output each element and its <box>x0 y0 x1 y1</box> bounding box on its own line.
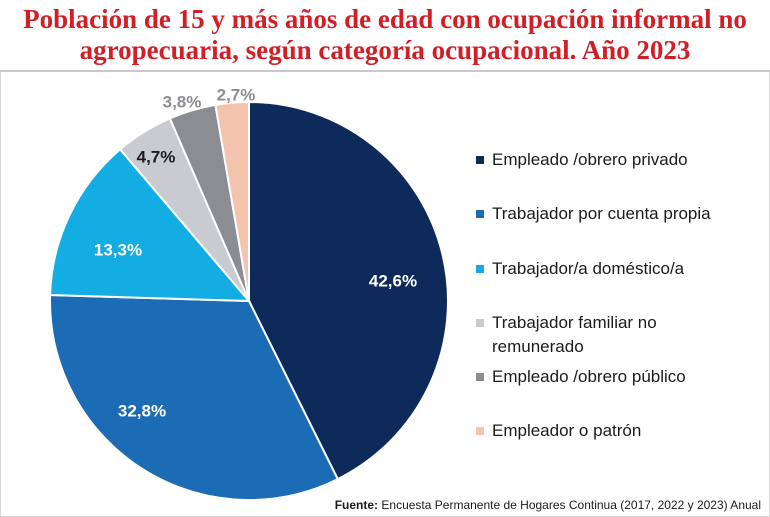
legend-label-5: Empleado /obrero público <box>492 367 686 386</box>
data-label-4: 4,7% <box>137 147 176 166</box>
legend-swatch-3 <box>476 265 484 273</box>
legend-swatch-6 <box>476 427 484 435</box>
legend-label-1: Empleado /obrero privado <box>492 150 688 169</box>
source-note: Fuente: Encuesta Permanente de Hogares C… <box>335 498 761 512</box>
legend-swatch-5 <box>476 373 484 381</box>
legend-item-4: Trabajador familiar no remunerado <box>476 311 756 359</box>
legend-item-3: Trabajador/a doméstico/a <box>476 257 756 281</box>
pie-slice-1 <box>248 100 449 481</box>
legend-item-6: Empleador o patrón <box>476 419 756 443</box>
source-text: Encuesta Permanente de Hogares Continua … <box>381 498 761 512</box>
legend-label-2: Trabajador por cuenta propia <box>492 204 711 223</box>
legend-item-5: Empleado /obrero público <box>476 365 756 389</box>
data-label-6: 2,7% <box>217 85 256 104</box>
legend-item-1: Empleado /obrero privado <box>476 148 756 172</box>
data-label-5: 3,8% <box>163 92 202 111</box>
legend-swatch-1 <box>476 156 484 164</box>
legend-label-4: Trabajador familiar no remunerado <box>492 313 657 356</box>
title-divider <box>0 70 770 72</box>
legend-swatch-4 <box>476 319 484 327</box>
chart-title: Población de 15 y más años de edad con o… <box>23 4 747 65</box>
pie-slice-6 <box>214 100 250 302</box>
data-label-2: 32,8% <box>118 401 166 420</box>
pie-slice-3 <box>49 147 252 303</box>
source-label: Fuente: <box>334 498 379 512</box>
legend-swatch-2 <box>476 210 484 218</box>
legend-label-3: Trabajador/a doméstico/a <box>492 259 685 278</box>
data-label-1: 42,6% <box>369 271 417 290</box>
data-label-3: 13,3% <box>94 240 142 259</box>
legend-item-2: Trabajador por cuenta propia <box>476 202 756 226</box>
pie-slice-2 <box>49 294 340 501</box>
legend-label-6: Empleador o patrón <box>492 421 642 440</box>
